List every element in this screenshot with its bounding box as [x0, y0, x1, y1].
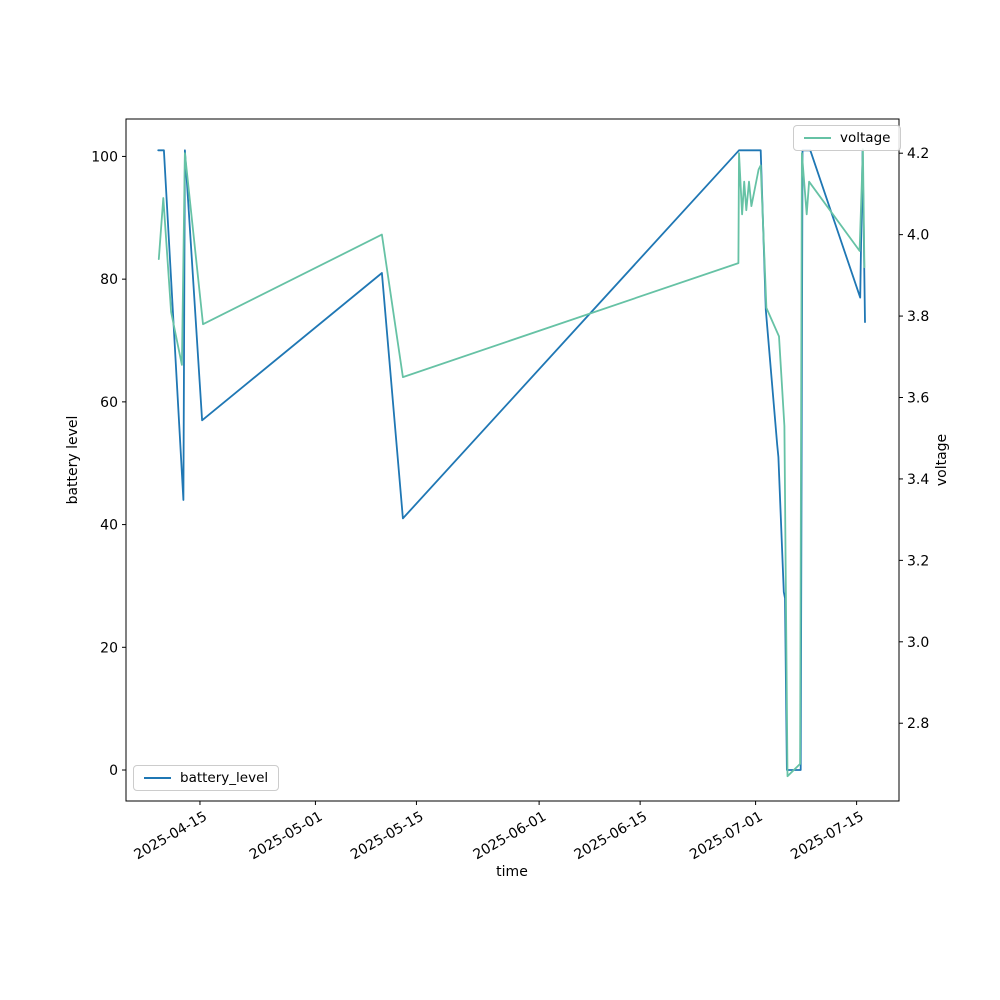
series-line-voltage: [157, 148, 866, 778]
y-right-tick-label: 4.0: [907, 228, 929, 244]
legend-voltage-label: voltage: [840, 130, 891, 146]
y-left-tick-label: 100: [91, 149, 118, 165]
legend-voltage: voltage: [793, 125, 902, 151]
y-left-tick-label: 0: [109, 763, 118, 779]
y-right-tick-label: 3.4: [907, 472, 929, 488]
y-right-tick-label: 3.6: [907, 391, 929, 407]
y-right-tick-label: 4.2: [907, 146, 929, 162]
y-axis-label-right: voltage: [934, 433, 950, 487]
axes-frame: [125, 118, 900, 802]
x-tick-label: 2025-06-15: [572, 809, 650, 864]
y-right-tick-label: 2.8: [907, 716, 929, 732]
y-axis-label-left: battery level: [65, 415, 81, 505]
battery-line-sample: [144, 777, 171, 779]
y-left-tick-label: 60: [100, 395, 118, 411]
legend-battery-label: battery_level: [180, 770, 269, 786]
voltage-line-sample: [804, 137, 831, 139]
y-left-tick-label: 20: [100, 640, 118, 656]
x-tick-label: 2025-06-01: [471, 809, 549, 864]
y-left-tick-label: 40: [100, 518, 118, 534]
x-tick-label: 2025-07-15: [788, 809, 866, 864]
x-tick-label: 2025-07-01: [687, 809, 765, 864]
series-line-battery_level: [157, 149, 866, 771]
x-tick-label: 2025-04-15: [131, 809, 209, 864]
x-tick-label: 2025-05-01: [247, 809, 325, 864]
y-right-tick-label: 3.8: [907, 309, 929, 325]
legend-battery: battery_level: [133, 765, 280, 791]
x-tick-label: 2025-05-15: [348, 809, 426, 864]
x-axis-label: time: [496, 864, 528, 880]
y-right-tick-label: 3.2: [907, 553, 929, 569]
y-right-tick-label: 3.0: [907, 635, 929, 651]
y-left-tick-label: 80: [100, 272, 118, 288]
